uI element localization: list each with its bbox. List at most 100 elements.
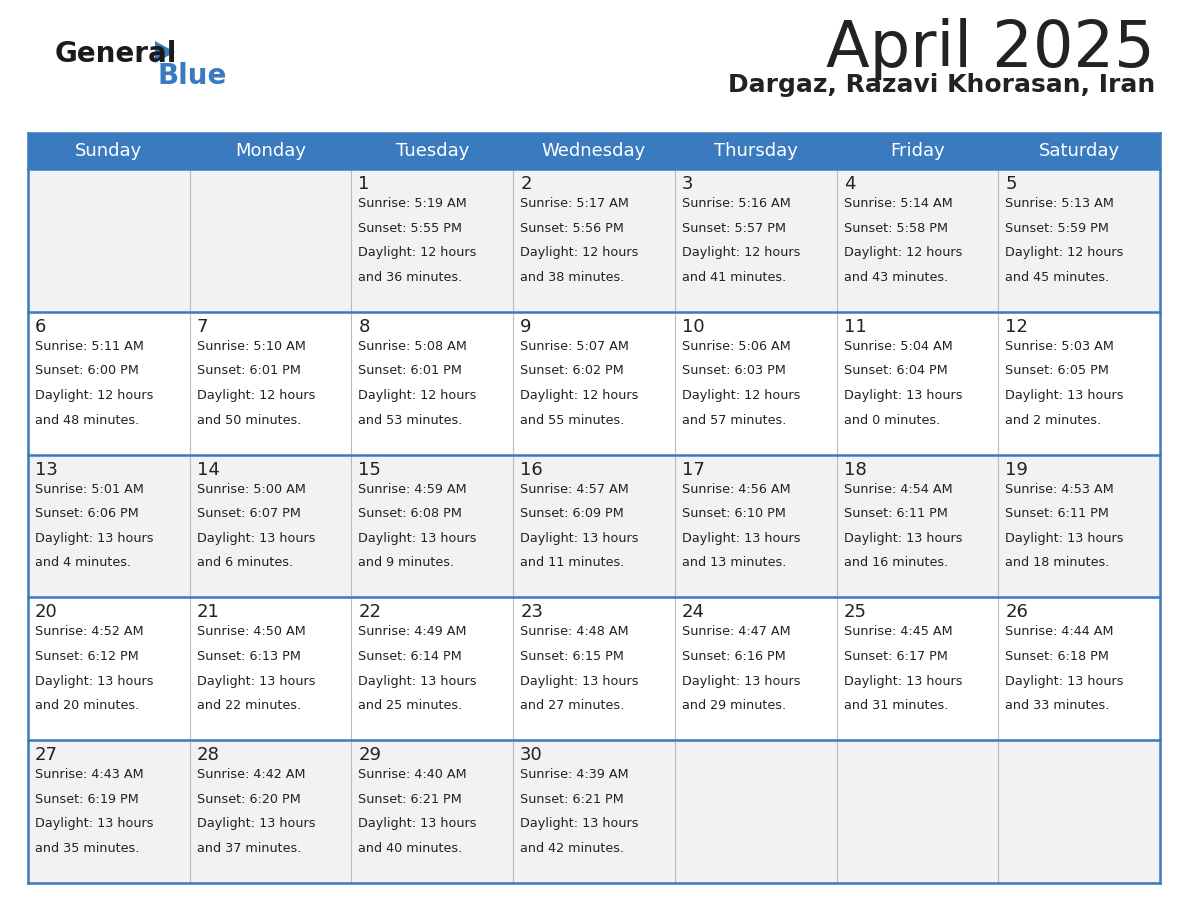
Text: 19: 19 xyxy=(1005,461,1028,478)
Text: Sunrise: 4:47 AM: Sunrise: 4:47 AM xyxy=(682,625,790,638)
Text: 26: 26 xyxy=(1005,603,1028,621)
Text: Sunrise: 5:07 AM: Sunrise: 5:07 AM xyxy=(520,340,628,353)
Text: and 29 minutes.: and 29 minutes. xyxy=(682,700,786,712)
Text: Daylight: 12 hours: Daylight: 12 hours xyxy=(359,389,476,402)
Text: 13: 13 xyxy=(34,461,58,478)
Text: 29: 29 xyxy=(359,746,381,764)
Text: Daylight: 13 hours: Daylight: 13 hours xyxy=(843,675,962,688)
Text: 28: 28 xyxy=(197,746,220,764)
Text: Sunset: 6:04 PM: Sunset: 6:04 PM xyxy=(843,364,947,377)
Text: and 37 minutes.: and 37 minutes. xyxy=(197,842,301,855)
Text: Dargaz, Razavi Khorasan, Iran: Dargaz, Razavi Khorasan, Iran xyxy=(728,73,1155,97)
Text: Sunset: 6:10 PM: Sunset: 6:10 PM xyxy=(682,508,785,521)
Text: Sunrise: 4:42 AM: Sunrise: 4:42 AM xyxy=(197,768,305,781)
Text: Sunset: 6:01 PM: Sunset: 6:01 PM xyxy=(197,364,301,377)
Text: and 6 minutes.: and 6 minutes. xyxy=(197,556,292,569)
Text: 16: 16 xyxy=(520,461,543,478)
Text: Sunrise: 4:48 AM: Sunrise: 4:48 AM xyxy=(520,625,628,638)
Text: and 33 minutes.: and 33 minutes. xyxy=(1005,700,1110,712)
Polygon shape xyxy=(154,41,175,63)
Text: and 38 minutes.: and 38 minutes. xyxy=(520,271,625,284)
Text: Daylight: 12 hours: Daylight: 12 hours xyxy=(197,389,315,402)
Text: 11: 11 xyxy=(843,318,866,336)
Text: and 0 minutes.: and 0 minutes. xyxy=(843,414,940,427)
Text: and 42 minutes.: and 42 minutes. xyxy=(520,842,624,855)
Text: and 36 minutes.: and 36 minutes. xyxy=(359,271,462,284)
Text: Sunrise: 4:43 AM: Sunrise: 4:43 AM xyxy=(34,768,144,781)
Text: Daylight: 13 hours: Daylight: 13 hours xyxy=(682,675,801,688)
Text: Sunrise: 5:11 AM: Sunrise: 5:11 AM xyxy=(34,340,144,353)
Text: and 31 minutes.: and 31 minutes. xyxy=(843,700,948,712)
Text: 5: 5 xyxy=(1005,175,1017,193)
Text: Daylight: 13 hours: Daylight: 13 hours xyxy=(34,532,153,545)
Text: Sunset: 6:11 PM: Sunset: 6:11 PM xyxy=(1005,508,1110,521)
Bar xyxy=(29,598,1159,740)
Text: Sunrise: 5:01 AM: Sunrise: 5:01 AM xyxy=(34,483,144,496)
Text: Monday: Monday xyxy=(235,142,307,160)
Text: Sunset: 6:11 PM: Sunset: 6:11 PM xyxy=(843,508,948,521)
Text: Sunrise: 5:16 AM: Sunrise: 5:16 AM xyxy=(682,197,790,210)
Text: 1: 1 xyxy=(359,175,369,193)
Text: Sunset: 6:14 PM: Sunset: 6:14 PM xyxy=(359,650,462,663)
Text: Sunrise: 5:13 AM: Sunrise: 5:13 AM xyxy=(1005,197,1114,210)
Text: Daylight: 12 hours: Daylight: 12 hours xyxy=(520,246,638,259)
Text: and 4 minutes.: and 4 minutes. xyxy=(34,556,131,569)
Bar xyxy=(29,133,1159,169)
Text: Sunrise: 4:52 AM: Sunrise: 4:52 AM xyxy=(34,625,144,638)
Text: 22: 22 xyxy=(359,603,381,621)
Bar xyxy=(29,169,1159,312)
Text: Sunrise: 5:00 AM: Sunrise: 5:00 AM xyxy=(197,483,305,496)
Text: and 18 minutes.: and 18 minutes. xyxy=(1005,556,1110,569)
Text: and 57 minutes.: and 57 minutes. xyxy=(682,414,786,427)
Text: Daylight: 13 hours: Daylight: 13 hours xyxy=(1005,532,1124,545)
Bar xyxy=(29,454,1159,598)
Text: 17: 17 xyxy=(682,461,704,478)
Text: Friday: Friday xyxy=(890,142,944,160)
Text: Sunrise: 5:04 AM: Sunrise: 5:04 AM xyxy=(843,340,953,353)
Text: Sunrise: 5:14 AM: Sunrise: 5:14 AM xyxy=(843,197,953,210)
Text: Daylight: 12 hours: Daylight: 12 hours xyxy=(520,389,638,402)
Text: Sunrise: 4:39 AM: Sunrise: 4:39 AM xyxy=(520,768,628,781)
Text: Daylight: 13 hours: Daylight: 13 hours xyxy=(197,532,315,545)
Text: Daylight: 13 hours: Daylight: 13 hours xyxy=(359,675,476,688)
Text: Daylight: 12 hours: Daylight: 12 hours xyxy=(34,389,153,402)
Text: Sunset: 6:05 PM: Sunset: 6:05 PM xyxy=(1005,364,1110,377)
Text: and 27 minutes.: and 27 minutes. xyxy=(520,700,625,712)
Text: Sunset: 6:20 PM: Sunset: 6:20 PM xyxy=(197,793,301,806)
Text: 3: 3 xyxy=(682,175,694,193)
Text: Sunset: 6:08 PM: Sunset: 6:08 PM xyxy=(359,508,462,521)
Text: Sunset: 6:02 PM: Sunset: 6:02 PM xyxy=(520,364,624,377)
Text: 2: 2 xyxy=(520,175,532,193)
Bar xyxy=(29,312,1159,454)
Text: Daylight: 13 hours: Daylight: 13 hours xyxy=(197,817,315,831)
Text: Sunset: 6:17 PM: Sunset: 6:17 PM xyxy=(843,650,948,663)
Text: Daylight: 13 hours: Daylight: 13 hours xyxy=(520,817,639,831)
Text: Sunset: 5:59 PM: Sunset: 5:59 PM xyxy=(1005,221,1110,235)
Text: 14: 14 xyxy=(197,461,220,478)
Text: 24: 24 xyxy=(682,603,704,621)
Text: 4: 4 xyxy=(843,175,855,193)
Text: Sunrise: 5:08 AM: Sunrise: 5:08 AM xyxy=(359,340,467,353)
Text: Sunset: 6:00 PM: Sunset: 6:00 PM xyxy=(34,364,139,377)
Text: Daylight: 13 hours: Daylight: 13 hours xyxy=(1005,389,1124,402)
Text: Daylight: 13 hours: Daylight: 13 hours xyxy=(34,817,153,831)
Text: Sunrise: 4:49 AM: Sunrise: 4:49 AM xyxy=(359,625,467,638)
Text: Wednesday: Wednesday xyxy=(542,142,646,160)
Text: 30: 30 xyxy=(520,746,543,764)
Text: 9: 9 xyxy=(520,318,532,336)
Text: Daylight: 13 hours: Daylight: 13 hours xyxy=(843,389,962,402)
Text: Sunset: 6:06 PM: Sunset: 6:06 PM xyxy=(34,508,139,521)
Text: Sunset: 6:21 PM: Sunset: 6:21 PM xyxy=(520,793,624,806)
Text: and 9 minutes.: and 9 minutes. xyxy=(359,556,455,569)
Text: Sunrise: 4:53 AM: Sunrise: 4:53 AM xyxy=(1005,483,1114,496)
Text: Daylight: 12 hours: Daylight: 12 hours xyxy=(359,246,476,259)
Text: Daylight: 13 hours: Daylight: 13 hours xyxy=(843,532,962,545)
Text: Sunset: 6:03 PM: Sunset: 6:03 PM xyxy=(682,364,785,377)
Text: 25: 25 xyxy=(843,603,866,621)
Text: and 13 minutes.: and 13 minutes. xyxy=(682,556,786,569)
Text: Sunrise: 5:06 AM: Sunrise: 5:06 AM xyxy=(682,340,790,353)
Text: 20: 20 xyxy=(34,603,58,621)
Text: Daylight: 12 hours: Daylight: 12 hours xyxy=(682,246,801,259)
Text: Sunset: 5:58 PM: Sunset: 5:58 PM xyxy=(843,221,948,235)
Text: Daylight: 12 hours: Daylight: 12 hours xyxy=(682,389,801,402)
